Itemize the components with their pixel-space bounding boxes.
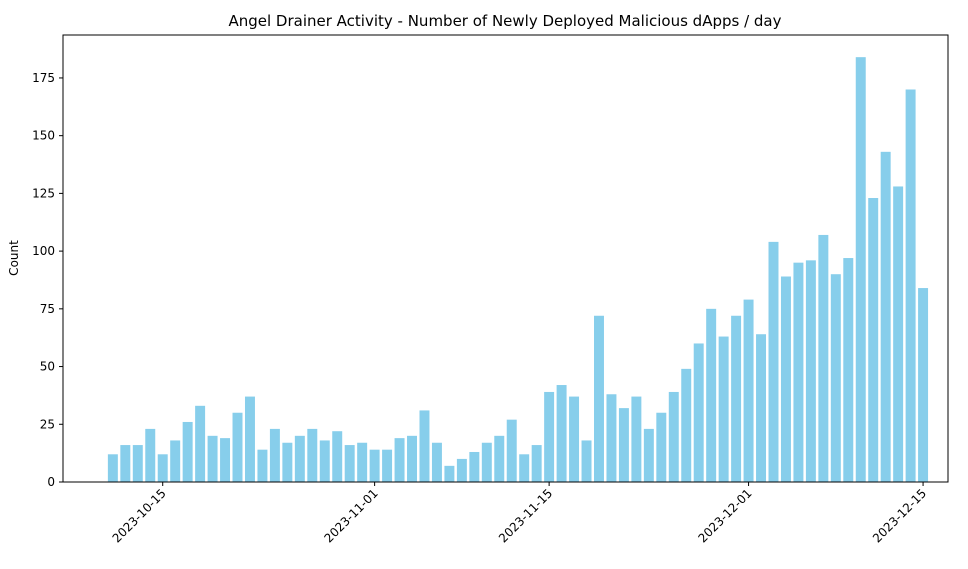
- x-tick-label: 2023-11-15: [496, 486, 555, 545]
- y-tick-label: 150: [32, 129, 55, 143]
- bar: [456, 458, 467, 482]
- bar: [244, 396, 255, 482]
- x-tick-label: 2023-12-15: [870, 486, 929, 545]
- bar: [793, 262, 804, 482]
- bar: [357, 442, 368, 482]
- bar: [207, 435, 218, 482]
- y-tick-label: 175: [32, 71, 55, 85]
- bar: [569, 396, 580, 482]
- bar: [107, 454, 118, 482]
- bar: [531, 445, 542, 482]
- bar: [556, 385, 567, 482]
- bar: [132, 445, 143, 482]
- bar: [656, 412, 667, 482]
- y-axis-label: Count: [7, 240, 21, 276]
- bar: [805, 260, 816, 482]
- bar: [756, 334, 767, 482]
- bar: [394, 438, 405, 482]
- y-tick-label: 0: [47, 475, 55, 489]
- bar: [706, 308, 717, 482]
- bar: [780, 276, 791, 482]
- bars-group: [107, 57, 929, 483]
- bar: [257, 449, 268, 482]
- bar: [319, 440, 330, 482]
- x-axis: 2023-10-15 2023-11-01 2023-11-15 2023-12-01…: [110, 482, 929, 545]
- bar: [170, 440, 181, 482]
- bar: [606, 394, 617, 482]
- bar: [743, 299, 754, 482]
- bar: [681, 368, 692, 482]
- y-tick-label: 75: [40, 302, 55, 316]
- bar: [307, 428, 318, 482]
- bar: [294, 435, 305, 482]
- bar: [332, 431, 343, 482]
- bar: [643, 428, 654, 482]
- bar: [880, 151, 891, 483]
- bar: [631, 396, 642, 482]
- bar: [145, 428, 156, 482]
- bar: [544, 391, 555, 482]
- bar: [594, 315, 604, 482]
- bar: [668, 391, 679, 482]
- bar: [581, 440, 592, 482]
- bar: [369, 449, 380, 482]
- bar: [120, 445, 131, 482]
- bar: [407, 435, 417, 482]
- bar: [693, 343, 704, 482]
- bar: [157, 454, 168, 482]
- bar: [893, 186, 904, 482]
- x-tick-label: 2023-10-15: [110, 486, 169, 545]
- bar: [718, 336, 729, 482]
- bar: [855, 57, 866, 483]
- bar: [731, 315, 742, 482]
- bar: [182, 421, 193, 482]
- y-tick-label: 125: [32, 186, 55, 200]
- bar: [382, 449, 393, 482]
- bar: [905, 89, 916, 482]
- bar: [481, 442, 492, 482]
- bar: [494, 435, 505, 482]
- plot-frame: [62, 34, 949, 483]
- bar: [344, 445, 355, 482]
- bar: [232, 412, 243, 482]
- bar: [843, 258, 854, 482]
- chart-title: Angel Drainer Activity - Number of Newly…: [228, 12, 781, 30]
- y-tick-label: 50: [40, 360, 55, 374]
- x-tick-label: 2023-12-01: [695, 486, 754, 545]
- y-tick-label: 100: [32, 244, 55, 258]
- bar: [220, 438, 231, 482]
- bar: [768, 241, 779, 482]
- bar: [618, 408, 629, 482]
- bar: [282, 442, 293, 482]
- bar: [918, 288, 929, 482]
- bar: [818, 234, 829, 482]
- y-axis: 0 25 50 75 100 125 150 175: [32, 71, 63, 489]
- bar: [868, 198, 879, 482]
- bar: [830, 274, 841, 482]
- y-tick-label: 25: [40, 417, 55, 431]
- bar: [419, 410, 430, 482]
- bar: [269, 428, 280, 482]
- x-tick-label: 2023-11-01: [322, 486, 381, 545]
- bar: [519, 454, 530, 482]
- bar: [469, 451, 480, 482]
- bar: [195, 405, 206, 482]
- bar: [506, 419, 517, 482]
- bar: [431, 442, 442, 482]
- bar: [444, 465, 455, 482]
